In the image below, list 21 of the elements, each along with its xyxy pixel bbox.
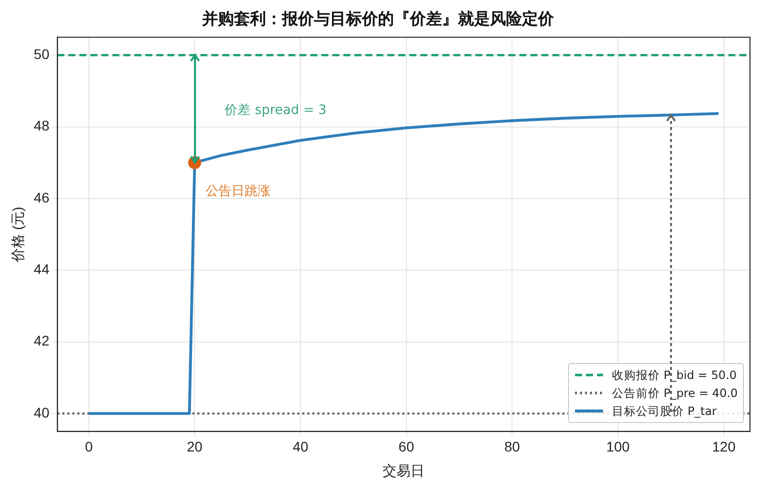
- legend-label: 公告前价 P_pre = 40.0: [612, 386, 738, 401]
- legend-label: 目标公司股价 P_tar: [612, 404, 717, 419]
- x-tick-label: 60: [398, 438, 414, 455]
- x-tick-label: 120: [712, 438, 736, 455]
- x-axis-title: 交易日: [382, 462, 425, 478]
- y-tick-label: 40: [34, 404, 50, 420]
- x-tick-label: 100: [606, 438, 630, 455]
- y-tick-label: 44: [34, 260, 50, 277]
- y-tick-label: 42: [34, 332, 50, 349]
- annotation: 价差 spread = 3: [224, 103, 327, 118]
- y-tick-label: 48: [34, 118, 50, 134]
- x-tick-label: 20: [186, 438, 203, 455]
- y-tick-label: 46: [34, 189, 50, 206]
- x-tick-label: 0: [84, 438, 93, 455]
- x-tick-label: 80: [504, 438, 520, 455]
- legend-label: 收购报价 P_bid = 50.0: [612, 368, 737, 383]
- x-tick-label: 40: [292, 438, 309, 455]
- annotation: 公告日跳涨: [206, 184, 271, 199]
- y-axis-title: 价格 (元): [9, 206, 26, 263]
- y-tick-label: 50: [34, 46, 50, 62]
- chart-title: 并购套利：报价与目标价的『价差』就是风险定价: [201, 8, 555, 28]
